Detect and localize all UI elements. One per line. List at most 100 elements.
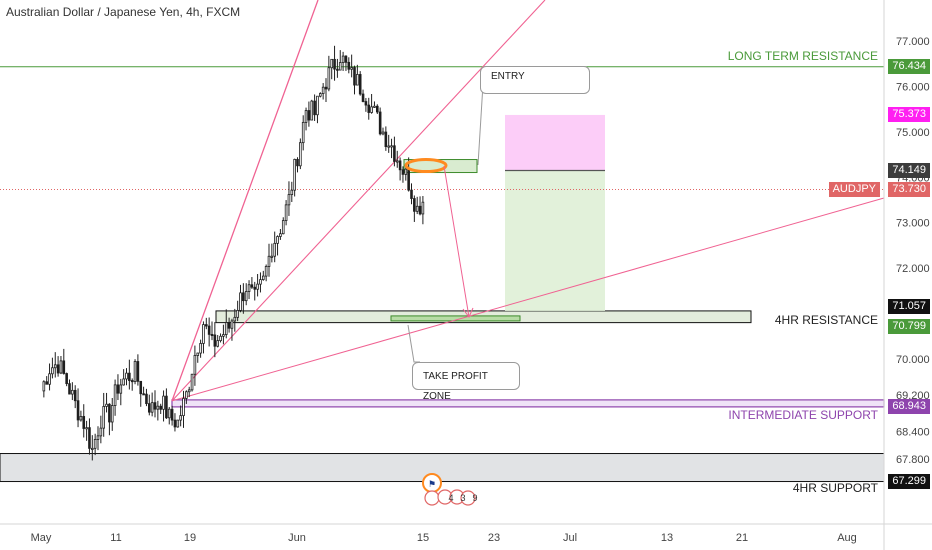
candle-body[interactable] <box>105 403 108 407</box>
candle-body[interactable] <box>239 292 242 311</box>
candle-body[interactable] <box>96 435 100 440</box>
candle-body[interactable] <box>108 403 111 423</box>
candle-body[interactable] <box>196 352 200 356</box>
candle-body[interactable] <box>167 408 171 419</box>
4hr-support-zone[interactable] <box>0 453 885 483</box>
entry-zone-box[interactable] <box>403 159 478 174</box>
candle-body[interactable] <box>93 438 97 449</box>
candle-body[interactable] <box>284 204 288 221</box>
candle-body[interactable] <box>179 415 182 421</box>
candle-body[interactable] <box>327 67 331 90</box>
intermediate-support-zone[interactable] <box>171 399 885 408</box>
candle-body[interactable] <box>299 142 302 167</box>
profit-target-box[interactable] <box>505 170 605 311</box>
candle-body[interactable] <box>185 391 188 399</box>
take-profit-zone-box[interactable] <box>390 315 521 322</box>
candle-body[interactable] <box>261 275 265 280</box>
candle-body[interactable] <box>48 373 51 385</box>
candle-body[interactable] <box>375 105 379 113</box>
candle-body[interactable] <box>381 131 385 135</box>
candle-body[interactable] <box>256 283 259 290</box>
candle-body[interactable] <box>393 145 396 162</box>
candle-body[interactable] <box>116 384 120 394</box>
candle-body[interactable] <box>159 405 163 410</box>
stop-loss-box[interactable] <box>505 114 605 171</box>
event-ring[interactable] <box>424 490 440 506</box>
candle-body[interactable] <box>316 95 319 116</box>
candle-body[interactable] <box>162 395 165 410</box>
candle-body[interactable] <box>259 279 262 285</box>
candle-body[interactable] <box>128 372 131 381</box>
candle-body[interactable] <box>398 160 402 171</box>
candle-body[interactable] <box>150 402 154 413</box>
candle-body[interactable] <box>307 110 311 121</box>
candle-body[interactable] <box>384 131 388 148</box>
candle-body[interactable] <box>156 405 160 410</box>
candle-body[interactable] <box>367 104 371 113</box>
steep-trendline[interactable] <box>171 0 319 402</box>
candle-body[interactable] <box>330 58 333 69</box>
candle-body[interactable] <box>364 101 368 106</box>
candle-body[interactable] <box>88 427 91 449</box>
candle-body[interactable] <box>290 189 294 196</box>
candle-body[interactable] <box>353 67 356 86</box>
candle-body[interactable] <box>210 333 214 336</box>
candle-body[interactable] <box>73 389 77 402</box>
candle-body[interactable] <box>170 408 174 421</box>
candle-body[interactable] <box>321 86 325 94</box>
candle-body[interactable] <box>276 236 279 244</box>
candle-body[interactable] <box>273 242 276 257</box>
candle-body[interactable] <box>236 309 239 318</box>
candle-body[interactable] <box>147 403 151 413</box>
candle-body[interactable] <box>253 286 257 290</box>
candle-body[interactable] <box>310 100 314 121</box>
candle-body[interactable] <box>42 381 46 392</box>
candle-body[interactable] <box>68 383 71 395</box>
candle-body[interactable] <box>279 233 282 237</box>
candle-body[interactable] <box>53 364 57 369</box>
candle-body[interactable] <box>410 189 413 199</box>
entry-callout[interactable]: ENTRY <box>480 66 590 94</box>
candle-body[interactable] <box>415 205 419 212</box>
candle-body[interactable] <box>82 416 86 429</box>
candle-body[interactable] <box>404 168 408 175</box>
candle-body[interactable] <box>350 67 353 70</box>
candle-body[interactable] <box>216 340 220 347</box>
candle-body[interactable] <box>333 58 336 70</box>
candle-body[interactable] <box>356 74 359 86</box>
candle-body[interactable] <box>242 292 245 302</box>
candle-body[interactable] <box>119 384 123 394</box>
candle-body[interactable] <box>421 201 425 215</box>
take-profit-callout[interactable]: TAKE PROFIT ZONE <box>412 362 520 402</box>
event-badges[interactable]: ⚑ 4 3 9 <box>422 473 478 506</box>
candle-body[interactable] <box>373 105 376 108</box>
candle-body[interactable] <box>173 419 177 428</box>
candle-body[interactable] <box>204 324 208 327</box>
candle-body[interactable] <box>45 381 48 385</box>
candle-body[interactable] <box>71 389 74 395</box>
candle-body[interactable] <box>65 373 68 385</box>
candle-body[interactable] <box>230 320 234 329</box>
candle-body[interactable] <box>387 145 390 148</box>
candle-body[interactable] <box>227 322 231 329</box>
candle-body[interactable] <box>62 360 66 374</box>
candle-body[interactable] <box>233 316 237 322</box>
candle-body[interactable] <box>187 389 191 393</box>
candle-body[interactable] <box>199 343 202 354</box>
mid-trendline[interactable] <box>171 0 546 402</box>
candle-body[interactable] <box>270 255 274 258</box>
candle-body[interactable] <box>401 169 405 175</box>
candle-body[interactable] <box>293 158 296 191</box>
candle-body[interactable] <box>145 393 148 405</box>
candle-body[interactable] <box>133 361 137 382</box>
candle-body[interactable] <box>418 205 422 215</box>
candle-body[interactable] <box>281 220 285 235</box>
candle-body[interactable] <box>165 395 168 419</box>
candle-body[interactable] <box>247 284 251 292</box>
candle-body[interactable] <box>91 447 94 450</box>
candle-body[interactable] <box>176 419 180 428</box>
event-ring[interactable] <box>460 490 476 506</box>
candle-body[interactable] <box>202 324 205 344</box>
candle-body[interactable] <box>344 55 348 63</box>
candle-body[interactable] <box>139 380 143 395</box>
